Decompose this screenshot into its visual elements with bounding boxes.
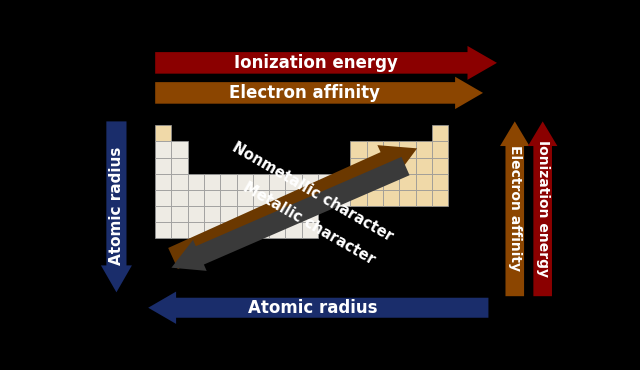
Bar [318, 190, 334, 206]
Bar [285, 190, 301, 206]
Bar [334, 190, 351, 206]
Bar [318, 174, 334, 190]
Bar [155, 190, 172, 206]
Bar [253, 206, 269, 222]
Bar [301, 174, 318, 190]
Bar [351, 141, 367, 158]
Bar [237, 190, 253, 206]
Polygon shape [500, 121, 529, 296]
Bar [155, 141, 172, 158]
Bar [237, 174, 253, 190]
Text: Ionization energy: Ionization energy [234, 54, 398, 72]
Bar [301, 190, 318, 206]
Bar [269, 174, 285, 190]
Polygon shape [101, 121, 132, 292]
Bar [432, 174, 448, 190]
Bar [220, 222, 237, 238]
Bar [220, 190, 237, 206]
Bar [432, 125, 448, 141]
Bar [204, 222, 220, 238]
Bar [383, 174, 399, 190]
Text: Atomic radius: Atomic radius [109, 147, 124, 265]
Bar [383, 190, 399, 206]
Bar [415, 174, 432, 190]
Bar [155, 206, 172, 222]
Polygon shape [172, 157, 410, 271]
Bar [351, 158, 367, 174]
Polygon shape [168, 145, 417, 269]
Bar [367, 174, 383, 190]
Bar [399, 141, 415, 158]
Bar [432, 158, 448, 174]
Bar [269, 190, 285, 206]
Bar [172, 158, 188, 174]
Bar [432, 190, 448, 206]
Bar [155, 174, 172, 190]
Bar [269, 206, 285, 222]
Polygon shape [528, 121, 557, 296]
Bar [188, 206, 204, 222]
Bar [220, 174, 237, 190]
Bar [237, 222, 253, 238]
Bar [285, 206, 301, 222]
Text: Ionization energy: Ionization energy [536, 140, 550, 277]
Bar [301, 222, 318, 238]
Bar [432, 141, 448, 158]
Bar [172, 174, 188, 190]
Bar [253, 174, 269, 190]
Bar [220, 206, 237, 222]
Bar [415, 141, 432, 158]
Bar [399, 174, 415, 190]
Bar [367, 190, 383, 206]
Bar [237, 206, 253, 222]
Bar [269, 222, 285, 238]
Bar [415, 190, 432, 206]
Bar [367, 158, 383, 174]
Text: Nonmetallic character: Nonmetallic character [230, 140, 396, 245]
Polygon shape [155, 77, 483, 109]
Bar [188, 190, 204, 206]
Bar [383, 141, 399, 158]
Bar [285, 222, 301, 238]
Text: Atomic radius: Atomic radius [248, 299, 377, 317]
Bar [188, 174, 204, 190]
Bar [334, 174, 351, 190]
Text: Metallic character: Metallic character [240, 179, 377, 267]
Bar [253, 190, 269, 206]
Bar [399, 158, 415, 174]
Polygon shape [155, 46, 497, 80]
Bar [351, 174, 367, 190]
Bar [415, 158, 432, 174]
Bar [204, 190, 220, 206]
Bar [399, 190, 415, 206]
Text: Electron affinity: Electron affinity [508, 145, 522, 272]
Bar [253, 222, 269, 238]
Bar [367, 141, 383, 158]
Bar [204, 206, 220, 222]
Bar [172, 190, 188, 206]
Bar [285, 174, 301, 190]
Bar [172, 141, 188, 158]
Bar [172, 206, 188, 222]
Text: Electron affinity: Electron affinity [229, 84, 380, 102]
Bar [155, 158, 172, 174]
Bar [383, 158, 399, 174]
Polygon shape [148, 292, 488, 324]
Bar [204, 174, 220, 190]
Bar [155, 222, 172, 238]
Bar [188, 222, 204, 238]
Bar [301, 206, 318, 222]
Bar [155, 125, 172, 141]
Bar [172, 222, 188, 238]
Bar [351, 190, 367, 206]
